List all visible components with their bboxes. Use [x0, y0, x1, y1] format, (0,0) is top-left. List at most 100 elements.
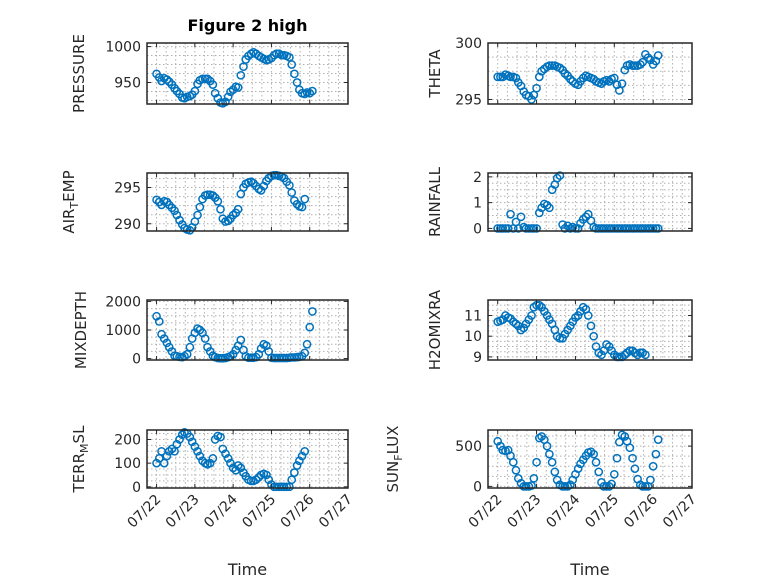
subplot-sun: 0 500 07/22 07/23 07/24 07/25 07/26 07/27 SUNFLU…: [384, 426, 700, 579]
data-point: [195, 202, 205, 212]
data-point: [566, 74, 575, 84]
data-point: [290, 468, 299, 477]
data-point: [527, 95, 536, 104]
data-point: [292, 461, 302, 470]
data-point: [529, 473, 539, 483]
data-point: [205, 458, 215, 468]
data-point: [545, 449, 554, 459]
data-point: [545, 203, 554, 213]
y-tick-label: 295: [114, 181, 141, 197]
y-tick-label: 11: [464, 309, 482, 325]
data-point: [511, 319, 521, 329]
data-point: [547, 457, 557, 467]
data-point: [599, 482, 609, 491]
data-point: [162, 451, 172, 461]
data-point: [620, 350, 630, 360]
data-point: [589, 331, 599, 341]
y-tick-label: 500: [455, 439, 482, 455]
data-point: [308, 307, 317, 316]
axes-box: [146, 429, 349, 489]
data-point: [516, 212, 526, 222]
x-tick-label: 07/23: [163, 492, 203, 532]
data-point: [223, 216, 233, 226]
data-point: [571, 224, 580, 233]
subplot-rainfall: 0 1 2 RAINFALL: [426, 166, 693, 237]
data-point: [290, 69, 299, 79]
data-point: [508, 457, 518, 467]
data-point: [208, 191, 218, 200]
data-point: [162, 75, 172, 84]
data-point: [586, 321, 596, 331]
data-point: [159, 334, 169, 343]
data-point: [638, 57, 648, 67]
y-tick-label: 10: [464, 329, 482, 345]
data-point: [532, 224, 541, 233]
x-tick-label: 07/27: [316, 492, 356, 532]
data-point: [620, 432, 630, 441]
y-axis-label: SUNFLUX: [384, 426, 405, 493]
x-tick-label: 07/24: [543, 491, 583, 531]
data-point: [532, 457, 541, 467]
data-point: [555, 333, 565, 343]
data-point: [216, 432, 225, 442]
data-point: [175, 435, 184, 444]
y-axis-label: THETA: [426, 49, 444, 99]
data-point: [300, 446, 310, 456]
data-point: [236, 70, 246, 80]
data-point: [159, 458, 169, 468]
data-point: [175, 215, 184, 225]
data-point: [506, 72, 515, 82]
data-point: [555, 171, 565, 180]
axes-box: [487, 429, 693, 489]
data-point: [213, 196, 223, 206]
y-tick-label: 295: [455, 92, 482, 108]
data-point: [617, 79, 627, 89]
data-point: [653, 435, 663, 445]
y-axis-label: TERRMSL: [70, 425, 91, 494]
data-point: [223, 92, 233, 102]
x-tick-label: 07/26: [278, 491, 318, 531]
data-point: [646, 475, 655, 485]
data-point: [170, 206, 179, 216]
data-point: [200, 334, 210, 343]
data-point: [305, 322, 315, 332]
y-tick-label: 300: [455, 36, 482, 52]
y-tick-label: 100: [114, 456, 141, 472]
data-point: [552, 173, 562, 183]
data-point: [542, 200, 552, 210]
data-point: [560, 482, 570, 491]
data-point: [262, 470, 271, 480]
data-point: [653, 224, 663, 233]
axes-box: [146, 172, 349, 232]
data-point: [527, 311, 536, 320]
data-point: [635, 60, 645, 69]
y-tick-label: 0: [132, 480, 141, 496]
data-point: [609, 469, 619, 479]
subplot-air: 290 295 AIRTEMP: [60, 170, 349, 235]
axes-box: [487, 299, 693, 361]
x-tick-label: 07/26: [621, 491, 661, 531]
data-point: [506, 209, 515, 219]
data-point: [532, 83, 541, 93]
data-point: [287, 188, 297, 197]
axes-box: [487, 42, 693, 105]
data-point: [218, 444, 228, 454]
data-point: [236, 463, 246, 473]
data-point: [560, 224, 570, 233]
data-point: [236, 335, 246, 345]
data-point: [646, 55, 655, 65]
data-point: [521, 482, 531, 491]
data-point: [208, 80, 218, 89]
y-tick-label: 290: [114, 217, 141, 233]
data-point: [297, 202, 307, 212]
data-point: [157, 329, 166, 339]
data-point: [573, 464, 583, 474]
data-point: [550, 467, 560, 477]
y-tick-label: 2000: [105, 294, 141, 310]
y-tick-label: 9: [473, 350, 482, 366]
data-point: [223, 454, 233, 463]
y-axis-label: H2OMIXRA: [426, 289, 444, 370]
subplot-h2omixra: 9 10 11 H2OMIXRA: [426, 289, 693, 370]
data-point: [256, 186, 266, 195]
